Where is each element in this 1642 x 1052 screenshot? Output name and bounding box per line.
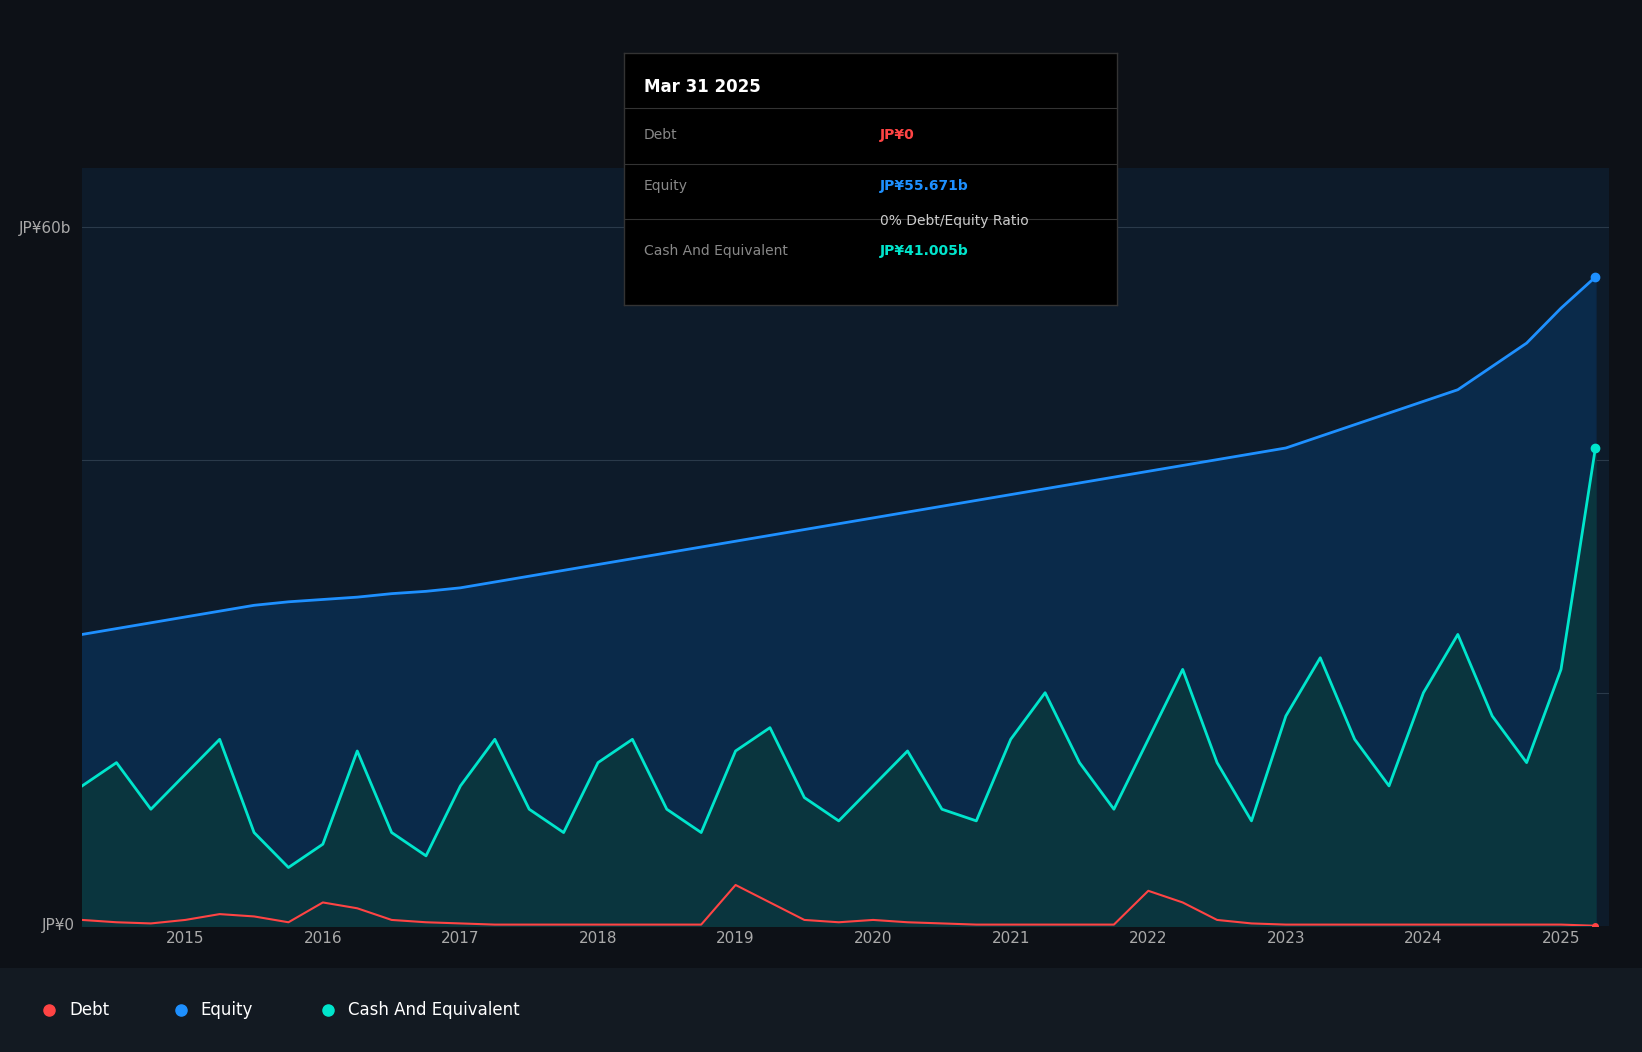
Text: Mar 31 2025: Mar 31 2025	[644, 78, 760, 96]
Text: Cash And Equivalent: Cash And Equivalent	[644, 244, 788, 259]
Text: 0% Debt/Equity Ratio: 0% Debt/Equity Ratio	[880, 215, 1030, 228]
Text: Debt: Debt	[644, 128, 677, 142]
Text: Cash And Equivalent: Cash And Equivalent	[348, 1000, 521, 1019]
Text: Equity: Equity	[644, 179, 688, 193]
Text: JP¥0: JP¥0	[41, 918, 74, 933]
Text: JP¥41.005b: JP¥41.005b	[880, 244, 969, 259]
Text: JP¥55.671b: JP¥55.671b	[880, 179, 969, 193]
Text: JP¥0: JP¥0	[880, 128, 915, 142]
Text: Debt: Debt	[69, 1000, 108, 1019]
Text: Equity: Equity	[200, 1000, 253, 1019]
